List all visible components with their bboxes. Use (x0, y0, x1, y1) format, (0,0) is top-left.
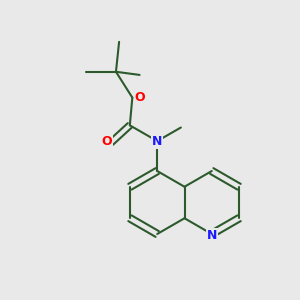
Text: N: N (207, 229, 217, 242)
Text: O: O (134, 91, 145, 104)
Text: O: O (101, 135, 112, 148)
Text: N: N (152, 135, 162, 148)
